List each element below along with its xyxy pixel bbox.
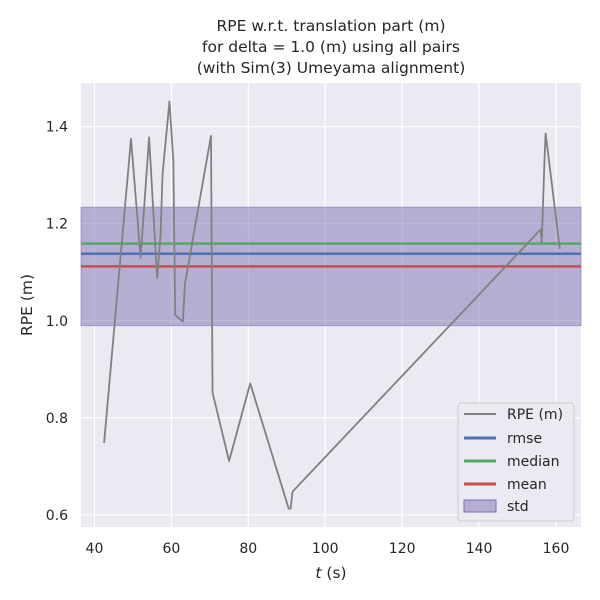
chart-title: RPE w.r.t. translation part (m) for delt… (197, 17, 466, 77)
x-tick-label: 100 (312, 541, 339, 557)
y-tick-label: 1.0 (46, 314, 68, 330)
x-axis-label: t (s) (315, 564, 346, 582)
stat-lines-layer (81, 242, 581, 268)
legend-swatch-std (463, 499, 497, 513)
chart-title-line-3: (with Sim(3) Umeyama alignment) (197, 59, 466, 77)
x-tick-label: 160 (543, 541, 570, 557)
x-tick-label: 60 (162, 541, 180, 557)
x-tick-labels: 40 60 80 100 120 140 160 (86, 541, 570, 557)
chart-title-line-2: for delta = 1.0 (m) using all pairs (202, 38, 460, 56)
legend-label-median: median (507, 454, 559, 470)
legend-label-rmse: rmse (507, 431, 542, 447)
series-layer (103, 100, 561, 510)
legend-label-mean: mean (507, 477, 547, 493)
y-tick-label: 1.2 (46, 217, 68, 233)
x-tick-label: 80 (239, 541, 257, 557)
legend-label-std: std (507, 499, 529, 515)
x-axis-label-unit: (s) (321, 564, 346, 582)
chart-title-line-1: RPE w.r.t. translation part (m) (216, 17, 445, 35)
rpe-series-line (103, 100, 561, 510)
x-tick-label: 120 (389, 541, 416, 557)
y-tick-label: 0.6 (46, 508, 68, 524)
x-tick-label: 140 (466, 541, 493, 557)
x-tick-label: 40 (86, 541, 104, 557)
y-tick-label: 0.8 (46, 411, 68, 427)
y-tick-label: 1.4 (46, 120, 68, 136)
y-tick-labels: 0.6 0.8 1.0 1.2 1.4 (46, 120, 68, 524)
y-axis-label: RPE (m) (18, 274, 36, 336)
x-axis-label-var: t (315, 564, 322, 582)
legend: RPE (m) rmse median mean std (457, 402, 575, 522)
legend-label-rpe: RPE (m) (507, 407, 563, 423)
legend-box (457, 402, 575, 522)
